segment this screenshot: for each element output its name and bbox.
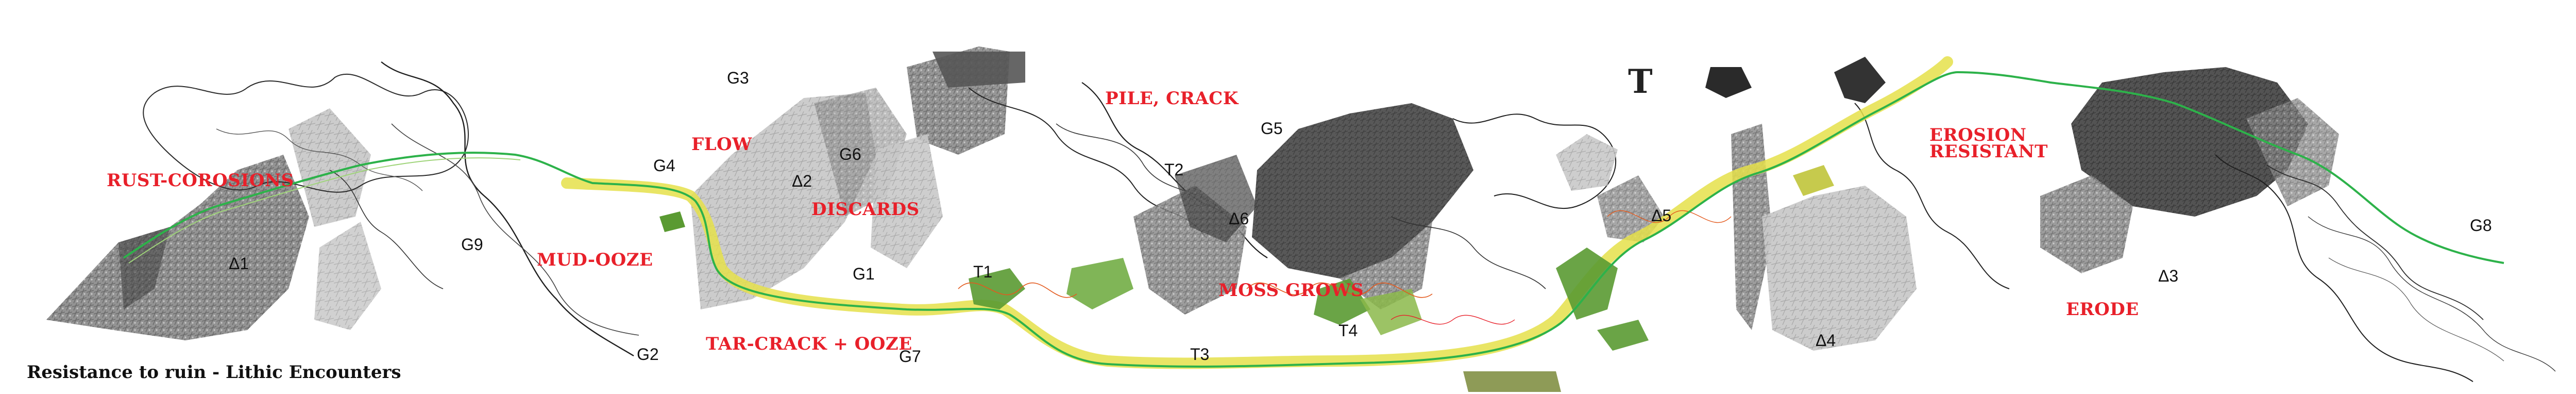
label-g3: G3 xyxy=(727,69,749,87)
label-moss-grows: MOSS GROWS xyxy=(1218,280,1364,301)
label-g1: G1 xyxy=(853,265,875,283)
label-t: T xyxy=(1628,62,1653,101)
label-g6: G6 xyxy=(839,145,861,163)
label-a4: Δ4 xyxy=(1816,331,1836,350)
stone-cluster-center xyxy=(1252,103,1617,309)
label-pile-crack: PILE, CRACK xyxy=(1105,88,1239,109)
label-resistant: RESISTANT xyxy=(1929,141,2048,162)
label-a3: Δ3 xyxy=(2158,267,2179,285)
green-route-line xyxy=(123,71,2504,368)
stone-cluster-right-center xyxy=(1556,57,2010,351)
label-g2: G2 xyxy=(637,345,659,364)
label-a2: Δ2 xyxy=(792,172,812,190)
label-t3: T3 xyxy=(1190,345,1210,364)
label-a5: Δ5 xyxy=(1651,206,1672,225)
yellow-band xyxy=(561,56,1953,369)
label-g4: G4 xyxy=(653,156,675,175)
label-g7: G7 xyxy=(899,347,921,366)
stone-cluster-right xyxy=(2040,67,2556,382)
label-discards: DISCARDS xyxy=(811,199,920,220)
label-t1: T1 xyxy=(973,262,993,281)
label-erode: ERODE xyxy=(2066,299,2139,320)
label-t2: T2 xyxy=(1164,160,1184,179)
label-flow: FLOW xyxy=(691,134,752,155)
label-erosion: EROSION xyxy=(1929,125,2027,145)
label-a1: Δ1 xyxy=(229,254,249,273)
label-t4: T4 xyxy=(1338,321,1358,340)
collage-title: Resistance to ruin - Lithic Encounters xyxy=(27,362,401,383)
rust-wiggles xyxy=(958,210,1732,325)
label-a6: Δ6 xyxy=(1229,209,1249,228)
label-g5: G5 xyxy=(1261,119,1283,138)
moss-patches xyxy=(659,165,1834,392)
stone-cluster-center-left xyxy=(690,46,1268,315)
stone-cluster-left xyxy=(46,61,639,357)
label-mud-ooze: MUD-OOZE xyxy=(537,250,653,270)
label-g8: G8 xyxy=(2470,216,2492,235)
label-g9: G9 xyxy=(461,235,483,254)
label-tar-crack-ooze: TAR-CRACK + OOZE xyxy=(706,334,912,354)
label-rust-corosions: RUST-COROSIONS xyxy=(107,170,294,191)
